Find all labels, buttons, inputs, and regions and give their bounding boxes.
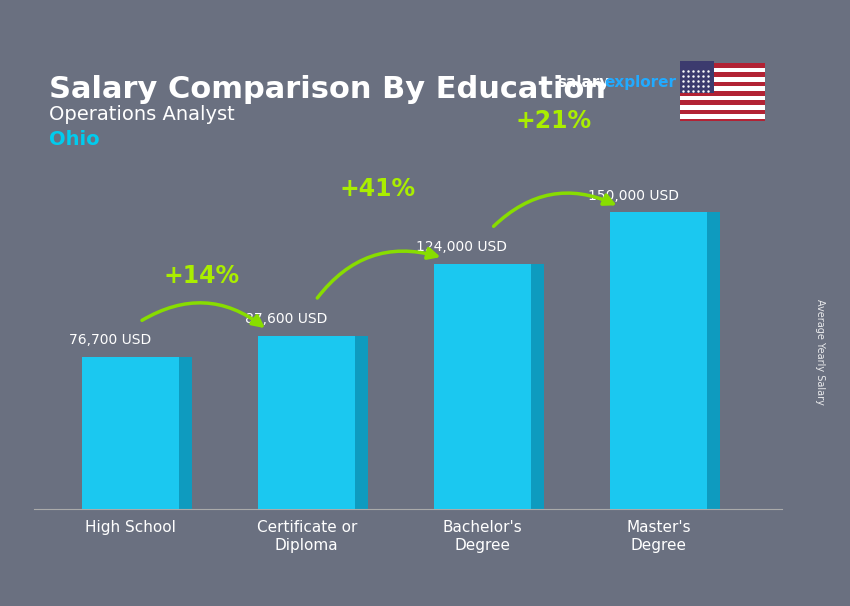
Bar	[610, 213, 707, 509]
Bar	[680, 114, 765, 119]
Bar	[258, 336, 355, 509]
Bar	[680, 77, 765, 82]
Text: 124,000 USD: 124,000 USD	[416, 240, 507, 254]
Bar	[680, 100, 765, 105]
Bar	[680, 86, 765, 91]
Bar	[179, 358, 191, 509]
Bar	[680, 119, 765, 124]
Text: +21%: +21%	[515, 110, 592, 133]
Text: 76,700 USD: 76,700 USD	[69, 333, 151, 347]
Bar	[680, 68, 765, 72]
Text: .com: .com	[688, 75, 726, 90]
Bar	[680, 61, 714, 93]
Text: 87,600 USD: 87,600 USD	[245, 312, 327, 326]
Bar	[680, 63, 765, 68]
Bar	[680, 110, 765, 114]
FancyArrowPatch shape	[142, 303, 262, 326]
Text: Salary Comparison By Education: Salary Comparison By Education	[49, 75, 606, 104]
Text: 150,000 USD: 150,000 USD	[588, 188, 679, 202]
Bar	[355, 336, 367, 509]
Text: +14%: +14%	[163, 264, 239, 288]
Bar	[707, 213, 719, 509]
Bar	[680, 91, 765, 96]
Text: +41%: +41%	[339, 177, 416, 201]
Bar	[680, 105, 765, 110]
Bar	[531, 264, 543, 509]
Bar	[82, 358, 179, 509]
Bar	[680, 82, 765, 86]
Text: Ohio: Ohio	[49, 130, 99, 148]
FancyArrowPatch shape	[494, 193, 613, 226]
Text: Operations Analyst: Operations Analyst	[49, 105, 235, 124]
Bar	[680, 96, 765, 100]
Text: explorer: explorer	[604, 75, 676, 90]
Text: Average Yearly Salary: Average Yearly Salary	[815, 299, 825, 404]
Bar	[680, 72, 765, 77]
FancyArrowPatch shape	[317, 248, 437, 298]
Bar	[434, 264, 531, 509]
Text: salary: salary	[558, 75, 610, 90]
